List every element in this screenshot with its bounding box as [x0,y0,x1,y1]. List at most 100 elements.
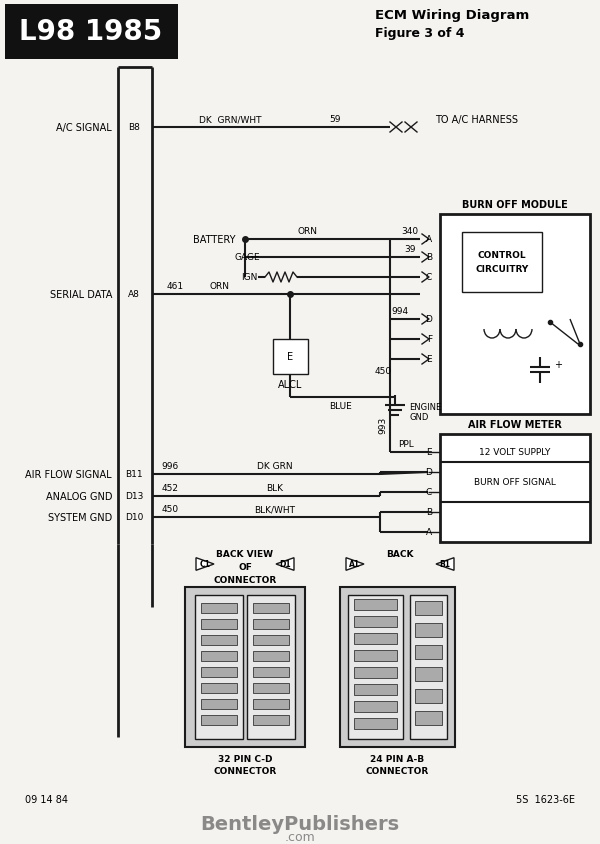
Bar [415,623,442,637]
Text: GAGE: GAGE [235,253,260,262]
Text: 09 14 84: 09 14 84 [25,794,68,804]
Text: BACK VIEW: BACK VIEW [217,549,274,559]
Text: BLK/WHT: BLK/WHT [254,505,296,514]
Text: L98 1985: L98 1985 [19,18,163,46]
Text: AIR FLOW METER: AIR FLOW METER [468,419,562,430]
Text: B11: B11 [125,470,143,479]
Text: 452: 452 [161,484,179,493]
Text: A: A [426,528,432,537]
Text: A8: A8 [128,290,140,299]
Text: BLK: BLK [266,484,284,493]
Bar [253,619,289,630]
Text: ANALOG GND: ANALOG GND [46,491,112,501]
Bar [253,636,289,645]
Text: D: D [425,468,432,477]
Text: PPL: PPL [398,440,414,449]
Bar [410,595,447,739]
Text: ALCL: ALCL [278,380,302,390]
Text: SERIAL DATA: SERIAL DATA [50,289,112,300]
Text: 59: 59 [329,116,341,124]
Text: E: E [427,355,432,364]
Bar [201,668,237,677]
Text: 39: 39 [404,246,416,254]
Text: ECM Wiring Diagram: ECM Wiring Diagram [375,9,529,23]
Text: 32 PIN C-D: 32 PIN C-D [218,755,272,764]
Text: C1: C1 [200,560,211,569]
Text: 450: 450 [161,505,179,514]
Bar [354,718,397,729]
Bar [462,233,542,293]
Bar [354,684,397,695]
Bar [253,699,289,709]
Bar [440,214,590,414]
Text: OF: OF [238,563,252,572]
Bar [354,701,397,712]
Bar [185,587,305,747]
Text: 993: 993 [379,416,388,434]
Text: 24 PIN A-B: 24 PIN A-B [370,755,425,764]
Bar [415,645,442,659]
Text: AIR FLOW SIGNAL: AIR FLOW SIGNAL [25,469,112,479]
Text: F: F [427,335,432,344]
Bar [415,601,442,615]
Bar [354,650,397,661]
Text: 340: 340 [401,227,419,236]
Text: DK GRN: DK GRN [257,462,293,471]
Bar [354,616,397,627]
Text: BATTERY: BATTERY [193,235,235,245]
Text: CONNECTOR: CONNECTOR [214,576,277,585]
Text: 12 VOLT SUPPLY: 12 VOLT SUPPLY [479,448,551,457]
Bar [415,668,442,681]
Text: D1: D1 [279,560,291,569]
Bar [354,599,397,610]
Text: B1: B1 [439,560,451,569]
Bar [253,683,289,693]
Text: .com: .com [284,830,316,843]
Text: D: D [425,315,432,324]
Text: ENGINE: ENGINE [409,403,441,412]
Text: 450: 450 [374,367,392,376]
Bar [415,711,442,725]
Bar [253,668,289,677]
Bar [354,633,397,644]
Text: BentleyPublishers: BentleyPublishers [200,814,400,834]
Text: BACK: BACK [386,549,414,559]
Text: TO A/C HARNESS: TO A/C HARNESS [435,115,518,125]
Polygon shape [196,558,214,571]
Text: IGN: IGN [242,273,258,282]
Text: B: B [426,508,432,517]
Text: C: C [426,488,432,497]
Bar [195,595,243,739]
Bar [340,587,455,747]
Polygon shape [436,558,454,571]
Bar [201,603,237,614]
Bar [201,652,237,661]
Bar [348,595,403,739]
Bar [201,699,237,709]
Text: ORN: ORN [210,282,230,291]
Text: DK  GRN/WHT: DK GRN/WHT [199,116,261,124]
Text: ORN: ORN [298,227,318,236]
Bar [201,683,237,693]
Text: A: A [426,235,432,244]
Text: B: B [426,253,432,262]
Text: C: C [426,273,432,282]
Text: BURN OFF MODULE: BURN OFF MODULE [462,200,568,210]
Text: 994: 994 [391,307,409,316]
Text: 996: 996 [161,462,179,471]
Text: E: E [427,448,432,457]
Text: D10: D10 [125,513,143,522]
Bar [273,339,308,375]
Text: BURN OFF SIGNAL: BURN OFF SIGNAL [474,478,556,487]
Bar [253,652,289,661]
Text: GND: GND [409,413,428,422]
Text: +: + [554,360,562,370]
Bar [201,715,237,725]
Bar [253,603,289,614]
Polygon shape [346,558,364,571]
Text: E: E [287,352,293,362]
Bar [253,715,289,725]
Text: 5S  1623-6E: 5S 1623-6E [516,794,575,804]
Bar [247,595,295,739]
Text: CIRCUITRY: CIRCUITRY [475,265,529,274]
